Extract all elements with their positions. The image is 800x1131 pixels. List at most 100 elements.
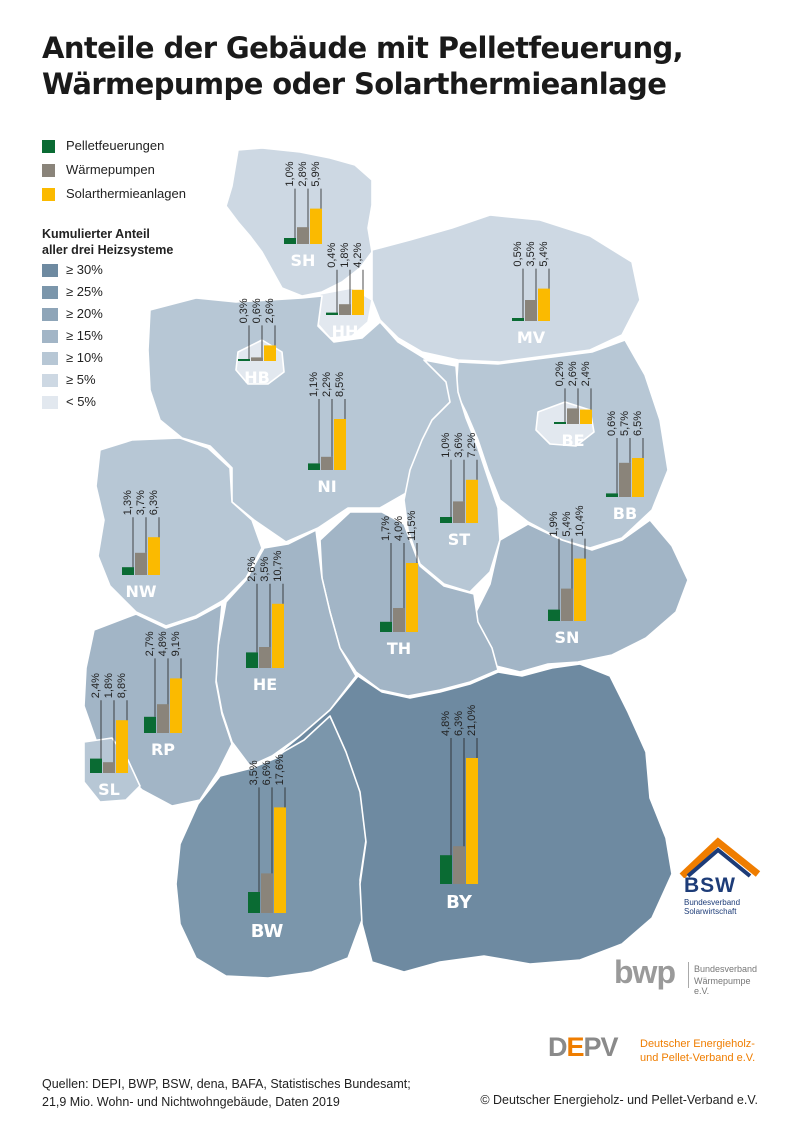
- bwp-line-2: Wärmepumpe e.V.: [694, 976, 751, 996]
- value-label: 1,1%: [308, 372, 320, 397]
- value-label: 4,2%: [352, 243, 364, 268]
- bar-sl-1: [103, 762, 115, 773]
- cumulative-legend-swatch: [42, 286, 58, 299]
- value-label: 1,0%: [440, 433, 452, 458]
- state-label-bw: BW: [251, 921, 284, 942]
- legend-swatch-heatpump: [42, 164, 55, 177]
- cumulative-legend-label: ≥ 30%: [66, 262, 103, 277]
- bar-be-2: [580, 409, 592, 424]
- value-label: 3,5%: [259, 557, 271, 582]
- cumulative-legend-swatch: [42, 330, 58, 343]
- value-label: 7,2%: [466, 433, 478, 458]
- value-label: 0,3%: [238, 298, 250, 323]
- state-label-mv: MV: [517, 328, 546, 347]
- bar-st-2: [466, 479, 478, 523]
- bar-bb-2: [632, 458, 644, 497]
- value-label: 1,8%: [103, 673, 115, 698]
- bar-sh-0: [284, 238, 296, 244]
- bar-hh-2: [352, 289, 364, 315]
- depv-mark-d: D: [548, 1032, 567, 1062]
- value-label: 11,5%: [406, 510, 418, 541]
- value-label: 2,2%: [321, 372, 333, 397]
- state-label-he: HE: [253, 675, 277, 694]
- value-label: 1,0%: [284, 161, 296, 186]
- state-mv: [371, 214, 641, 363]
- state-label-be: BE: [561, 431, 584, 450]
- value-label: 2,4%: [580, 361, 592, 386]
- bwp-divider: [688, 962, 689, 988]
- bar-ni-2: [334, 419, 346, 470]
- value-label: 0,6%: [251, 298, 263, 323]
- bar-hb-1: [251, 357, 263, 361]
- value-label: 0,2%: [554, 361, 566, 386]
- cumulative-legend-label: ≥ 20%: [66, 306, 103, 321]
- value-label: 4,0%: [393, 516, 405, 541]
- value-label: 2,8%: [297, 161, 309, 186]
- bar-th-1: [393, 608, 405, 632]
- value-label: 6,5%: [632, 411, 644, 436]
- bar-bw-1: [261, 873, 273, 913]
- depv-line-1: Deutscher Energieholz-: [640, 1038, 755, 1050]
- value-label: 6,3%: [148, 490, 160, 515]
- value-label: 1,3%: [122, 490, 134, 515]
- bar-he-1: [259, 647, 271, 668]
- bar-mv-2: [538, 288, 550, 321]
- state-label-hh: HH: [332, 322, 359, 341]
- bar-rp-1: [157, 704, 169, 733]
- depv-logo: DEPV Deutscher Energieholz- und Pellet-V…: [548, 1032, 768, 1068]
- bar-st-1: [453, 501, 465, 523]
- value-label: 2,6%: [246, 557, 258, 582]
- state-label-rp: RP: [151, 740, 175, 759]
- bar-sn-2: [574, 558, 586, 621]
- bar-th-0: [380, 621, 392, 632]
- cumulative-legend-swatch: [42, 374, 58, 387]
- value-label: 1,9%: [548, 511, 560, 536]
- bar-ni-0: [308, 463, 320, 470]
- bsw-mark: BSW: [684, 874, 736, 897]
- bar-rp-2: [170, 678, 182, 733]
- bwp-logo: bwp Bundesverband Wärmepumpe e.V.: [614, 954, 764, 998]
- bar-be-0: [554, 422, 566, 424]
- bar-by-2: [466, 758, 478, 884]
- sources: Quellen: DEPI, BWP, BSW, dena, BAFA, Sta…: [42, 1075, 411, 1111]
- value-label: 4,8%: [440, 711, 452, 736]
- bar-rp-0: [144, 716, 156, 733]
- bsw-line-2: Solarwirtschaft: [684, 907, 737, 916]
- cumulative-legend-title: Kumulierter Anteil aller drei Heizsystem…: [42, 226, 173, 258]
- bsw-logo: BSW Bundesverband Solarwirtschaft: [678, 836, 762, 916]
- state-label-ni: NI: [317, 477, 336, 496]
- bar-bb-0: [606, 493, 618, 497]
- depv-mark: DEPV: [548, 1032, 619, 1063]
- state-label-bb: BB: [613, 504, 637, 523]
- value-label: 2,6%: [567, 361, 579, 386]
- depv-line-2: und Pellet-Verband e.V.: [640, 1052, 756, 1064]
- depv-mark-pv: PV: [583, 1032, 619, 1062]
- bar-hh-0: [326, 312, 338, 315]
- value-label: 8,5%: [334, 372, 346, 397]
- state-label-st: ST: [448, 530, 471, 549]
- value-label: 2,7%: [144, 631, 156, 656]
- bar-sl-0: [90, 758, 102, 773]
- legend-swatch-pellet: [42, 140, 55, 153]
- bar-th-2: [406, 563, 418, 632]
- value-label: 5,4%: [538, 241, 550, 266]
- cumulative-legend-swatch: [42, 396, 58, 409]
- bar-bb-1: [619, 462, 631, 497]
- state-label-nw: NW: [125, 582, 156, 601]
- value-label: 1,7%: [380, 516, 392, 541]
- bar-he-0: [246, 652, 258, 668]
- cumulative-legend-swatch: [42, 352, 58, 365]
- bsw-roof-icon: [679, 837, 761, 879]
- bar-sn-1: [561, 588, 573, 621]
- cumulative-legend-label: ≥ 10%: [66, 350, 103, 365]
- copyright: © Deutscher Energieholz- und Pellet-Verb…: [480, 1093, 758, 1107]
- cumulative-title-line-2: aller drei Heizsysteme: [42, 243, 174, 257]
- bar-nw-0: [122, 567, 134, 575]
- bar-nw-1: [135, 552, 147, 575]
- bar-by-0: [440, 855, 452, 884]
- state-label-sn: SN: [555, 628, 580, 647]
- value-label: 4,8%: [157, 631, 169, 656]
- value-label: 17,6%: [274, 754, 286, 785]
- legend-label-pellet: Pelletfeuerungen: [66, 138, 165, 153]
- value-label: 10,4%: [574, 505, 586, 536]
